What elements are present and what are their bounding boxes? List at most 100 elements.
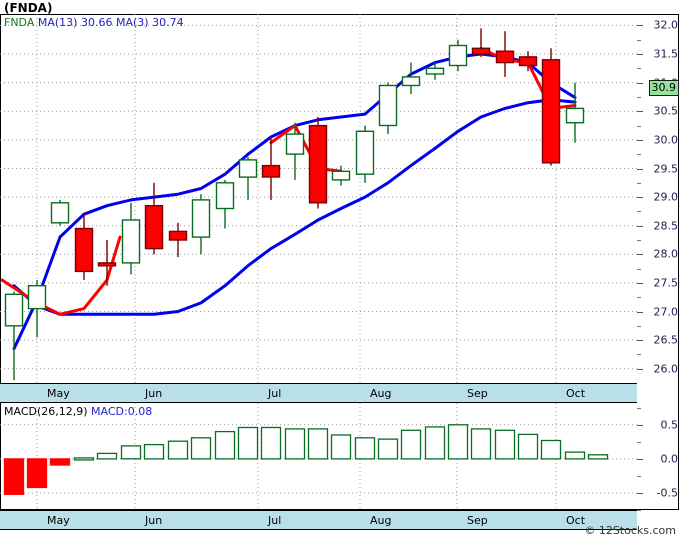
legend-ma3-value: 30.74 xyxy=(152,16,184,29)
candlestick xyxy=(308,117,328,209)
price-axis-label: 30.5 xyxy=(653,104,679,118)
macd-histogram-bar xyxy=(96,452,118,460)
macd-plot xyxy=(0,403,637,510)
month-label: Jul xyxy=(268,514,282,527)
candle-body xyxy=(191,199,211,238)
candle-body xyxy=(355,130,375,175)
price-axis-label: 32.0 xyxy=(653,18,679,32)
candlestick xyxy=(448,39,468,72)
month-label: Jun xyxy=(145,387,163,400)
macd-axis-minor-tick xyxy=(637,407,641,409)
price-axis-label: 27.5 xyxy=(653,276,679,290)
price-axis-minor-tick xyxy=(637,39,641,41)
candlestick xyxy=(191,194,211,255)
macd-axis-minor-tick xyxy=(637,510,641,511)
price-axis-minor-tick xyxy=(637,240,641,241)
price-axis-label: 26.5 xyxy=(653,333,679,347)
macd-chart-panel xyxy=(0,403,637,510)
price-y-axis: 26.0 26.5 27.0 27.5 28.0 28.5 29.0 29.5 30.0 30.5… xyxy=(637,14,680,383)
macd-histogram-bar xyxy=(587,454,609,460)
price-axis-tick xyxy=(637,282,643,284)
candle-body xyxy=(565,107,585,124)
candlestick xyxy=(355,125,375,183)
price-axis-label: 26.0 xyxy=(653,362,679,376)
candle-body xyxy=(541,59,561,164)
ma-line xyxy=(12,98,577,316)
macd-legend: MACD(26,12,9) MACD:0.08 xyxy=(4,405,152,418)
price-axis-minor-tick xyxy=(637,268,641,270)
price-axis-minor-tick xyxy=(637,182,641,184)
candle-body xyxy=(215,182,235,210)
candle-body xyxy=(97,262,117,267)
macd-histogram-bar xyxy=(26,458,48,489)
price-axis-tick xyxy=(637,254,643,256)
candlestick xyxy=(97,240,117,286)
macd-axis-minor-tick xyxy=(637,475,641,477)
month-label: Jul xyxy=(268,387,282,400)
macd-month-axis: May Jun Jul Aug Sep Oct xyxy=(0,510,637,530)
price-axis-label: 29.5 xyxy=(653,162,679,175)
macd-histogram-bar xyxy=(330,434,352,460)
candlestick xyxy=(74,214,94,280)
macd-histogram-bar xyxy=(284,428,306,460)
candle-body xyxy=(495,50,515,64)
legend-ma13-value: 30.66 xyxy=(80,16,113,29)
macd-histogram-bar xyxy=(190,437,212,460)
macd-histogram-bar xyxy=(3,458,25,495)
candlestick xyxy=(215,179,235,229)
price-axis-tick xyxy=(637,311,643,313)
macd-histogram-bar xyxy=(237,426,259,460)
price-plot xyxy=(0,14,637,383)
macd-axis-label: 0.5 xyxy=(660,418,679,432)
candle-body xyxy=(144,204,164,250)
candle-body xyxy=(425,67,445,75)
price-axis-tick xyxy=(637,197,643,199)
candle-body xyxy=(308,124,328,204)
month-label: Aug xyxy=(370,514,392,527)
price-axis-minor-tick xyxy=(637,354,641,356)
ma-line xyxy=(269,124,343,173)
candle-body xyxy=(285,133,305,155)
candlestick xyxy=(238,157,258,200)
legend-ma13: MA(13) xyxy=(37,16,78,29)
candlestick xyxy=(261,137,281,200)
price-axis-tick xyxy=(637,139,643,141)
legend-ma3: MA(3) xyxy=(115,16,149,29)
candlestick xyxy=(285,122,305,180)
candlestick xyxy=(425,62,445,80)
candle-body xyxy=(4,293,24,327)
price-axis-minor-tick xyxy=(637,68,641,70)
candle-body xyxy=(261,164,281,178)
price-axis-tick xyxy=(637,225,643,227)
price-axis-label: 27.0 xyxy=(653,305,679,318)
macd-histogram-bar xyxy=(307,428,329,460)
price-month-axis: May Jun Jul Aug Sep Oct xyxy=(0,383,637,403)
price-axis-tick xyxy=(637,168,643,170)
price-axis-label: 28.0 xyxy=(653,247,679,261)
price-axis-tick xyxy=(637,340,643,342)
price-legend: FNDA MA(13) 30.66 MA(3) 30.74 xyxy=(4,16,184,29)
price-axis-minor-tick xyxy=(637,154,641,156)
price-axis-tick xyxy=(637,54,643,55)
candlestick xyxy=(27,280,47,338)
macd-histogram-bar xyxy=(377,438,399,460)
candle-body xyxy=(74,227,94,273)
macd-histogram-bar xyxy=(470,428,492,460)
candle-body xyxy=(168,230,188,241)
macd-histogram-bar xyxy=(447,424,469,460)
price-axis-label: 28.5 xyxy=(653,219,679,233)
legend-symbol: FNDA xyxy=(4,16,35,29)
macd-axis-tick xyxy=(637,458,643,460)
page-title: (FNDA) xyxy=(4,1,53,15)
candlestick xyxy=(144,182,164,255)
candlestick xyxy=(4,291,24,381)
price-axis-minor-tick xyxy=(637,125,641,127)
macd-axis-tick xyxy=(637,493,643,494)
ma-line xyxy=(12,52,577,351)
candle-body xyxy=(378,84,398,127)
macd-histogram-bar xyxy=(540,439,562,460)
price-axis-label: 29.0 xyxy=(653,190,679,204)
macd-histogram-bar xyxy=(564,451,586,460)
legend-macd-value: MACD:0.08 xyxy=(91,405,153,418)
candle-body xyxy=(331,170,351,181)
